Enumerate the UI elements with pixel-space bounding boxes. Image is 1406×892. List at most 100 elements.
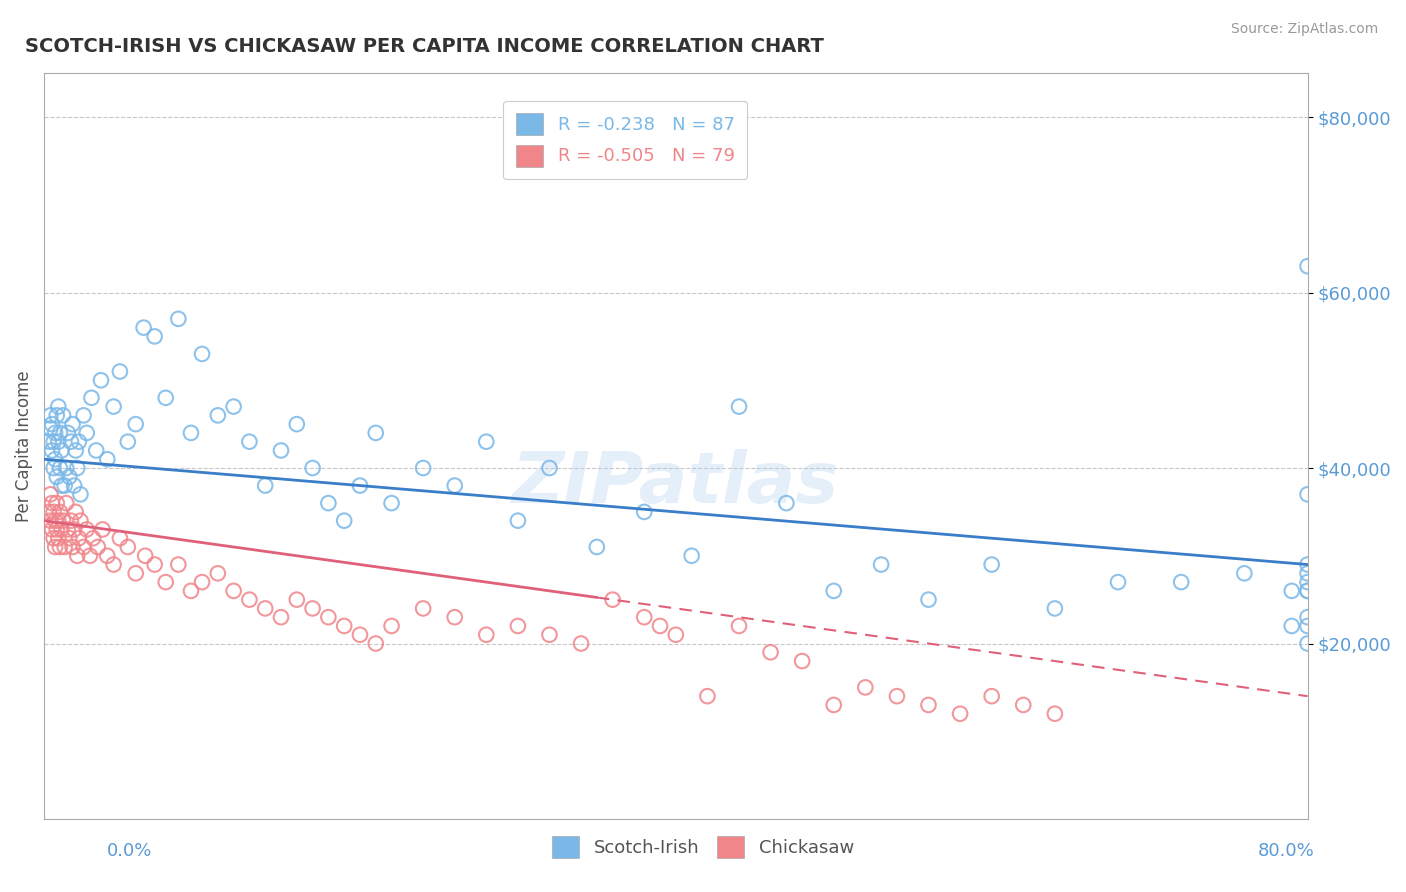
Text: ZIPatlas: ZIPatlas [512, 449, 839, 518]
Point [1107, 575, 1129, 590]
Point [475, 434, 498, 449]
Point [72, 409, 94, 423]
Point [191, 575, 214, 590]
Text: 0.0%: 0.0% [107, 842, 152, 860]
Point [207, 409, 229, 423]
Point [44, 514, 66, 528]
Point [117, 434, 139, 449]
Point [59, 514, 82, 528]
Point [917, 592, 939, 607]
Point [67, 434, 90, 449]
Point [44, 425, 66, 440]
Point [76, 425, 98, 440]
Point [1296, 583, 1319, 598]
Point [506, 619, 529, 633]
Point [51, 443, 73, 458]
Point [1043, 601, 1066, 615]
Point [56, 523, 79, 537]
Point [980, 689, 1002, 703]
Point [49, 540, 72, 554]
Point [41, 523, 63, 537]
Point [66, 461, 89, 475]
Point [39, 487, 62, 501]
Point [238, 592, 260, 607]
Point [1296, 619, 1319, 633]
Point [380, 496, 402, 510]
Point [38, 505, 60, 519]
Point [1043, 706, 1066, 721]
Point [143, 558, 166, 572]
Point [648, 619, 671, 633]
Point [870, 558, 893, 572]
Point [46, 531, 69, 545]
Point [586, 540, 609, 554]
Point [792, 654, 814, 668]
Point [538, 628, 561, 642]
Point [728, 400, 751, 414]
Point [56, 425, 79, 440]
Point [39, 514, 62, 528]
Point [681, 549, 703, 563]
Point [1296, 566, 1319, 581]
Point [1296, 610, 1319, 624]
Point [222, 583, 245, 598]
Point [301, 601, 323, 615]
Point [87, 540, 110, 554]
Point [62, 417, 84, 431]
Point [1233, 566, 1256, 581]
Point [91, 523, 114, 537]
Point [39, 421, 62, 435]
Point [569, 636, 592, 650]
Legend: Scotch-Irish, Chickasaw: Scotch-Irish, Chickasaw [544, 829, 862, 865]
Point [65, 443, 87, 458]
Point [49, 505, 72, 519]
Point [58, 470, 80, 484]
Text: 80.0%: 80.0% [1258, 842, 1315, 860]
Point [775, 496, 797, 510]
Point [45, 409, 67, 423]
Point [665, 628, 688, 642]
Point [132, 320, 155, 334]
Point [380, 619, 402, 633]
Point [69, 514, 91, 528]
Point [1281, 583, 1303, 598]
Point [506, 514, 529, 528]
Point [1296, 259, 1319, 273]
Point [633, 610, 655, 624]
Point [949, 706, 972, 721]
Point [46, 514, 69, 528]
Point [364, 425, 387, 440]
Legend: R = -0.238   N = 87, R = -0.505   N = 79: R = -0.238 N = 87, R = -0.505 N = 79 [503, 101, 747, 179]
Point [44, 540, 66, 554]
Point [207, 566, 229, 581]
Point [63, 523, 86, 537]
Point [364, 636, 387, 650]
Point [96, 549, 118, 563]
Point [66, 549, 89, 563]
Point [103, 558, 125, 572]
Point [917, 698, 939, 712]
Point [167, 311, 190, 326]
Point [51, 478, 73, 492]
Point [82, 531, 104, 545]
Point [41, 417, 63, 431]
Point [134, 549, 156, 563]
Point [696, 689, 718, 703]
Point [1012, 698, 1035, 712]
Point [69, 487, 91, 501]
Point [45, 470, 67, 484]
Point [318, 496, 340, 510]
Point [62, 540, 84, 554]
Point [853, 681, 876, 695]
Point [333, 514, 356, 528]
Point [633, 505, 655, 519]
Point [108, 531, 131, 545]
Point [96, 452, 118, 467]
Point [65, 505, 87, 519]
Point [143, 329, 166, 343]
Point [538, 461, 561, 475]
Point [44, 452, 66, 467]
Point [49, 425, 72, 440]
Point [1296, 636, 1319, 650]
Point [301, 461, 323, 475]
